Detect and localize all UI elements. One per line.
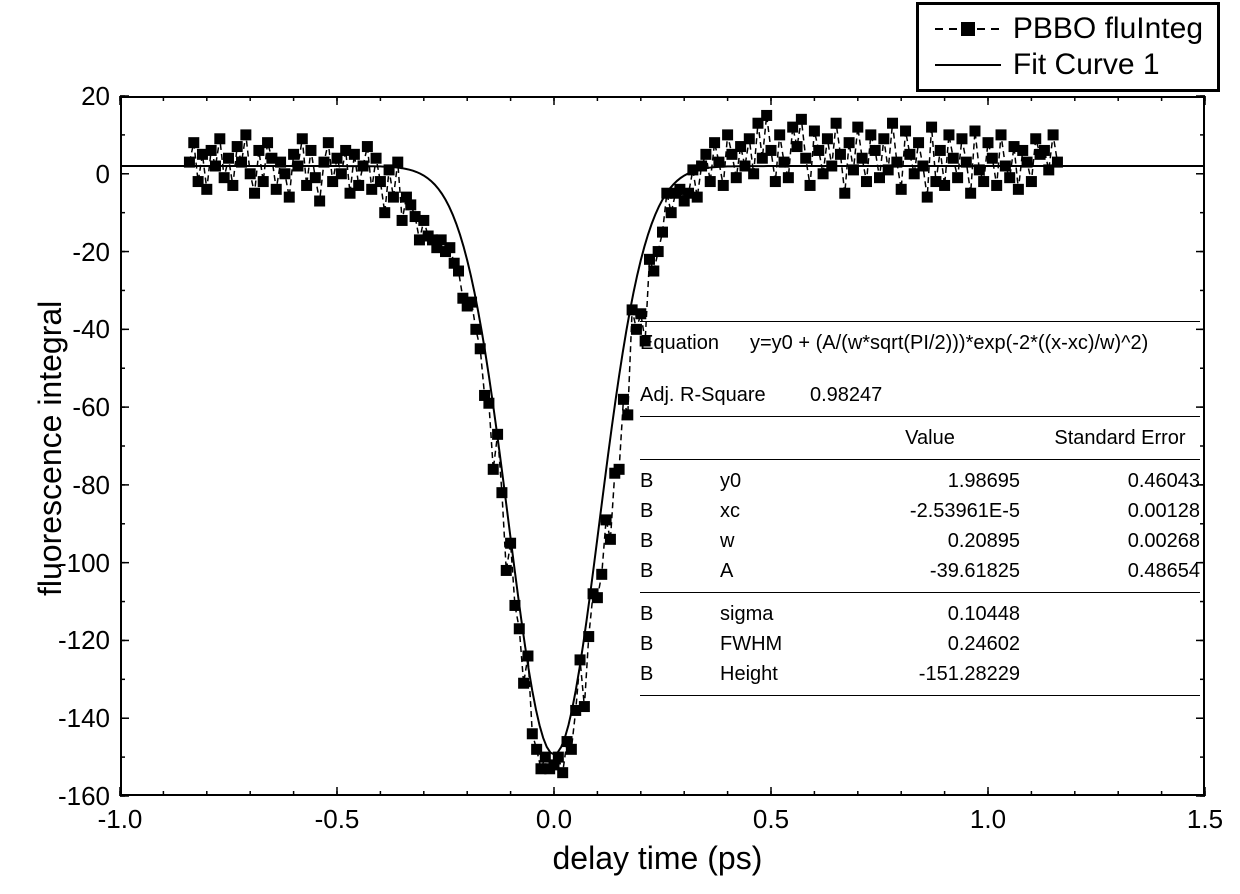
fit-equation: y=y0 + (A/(w*sqrt(PI/2)))*exp(-2*((x-xc)… — [750, 328, 1200, 358]
fit-cell: B — [640, 556, 700, 586]
fit-param-row: B FWHM 0.24602 — [640, 629, 1200, 659]
fit-header-row: Value Standard Error — [640, 423, 1200, 453]
fit-cell: B — [640, 496, 700, 526]
fit-cell: 0.00128 — [1040, 496, 1200, 526]
fit-cell: w — [720, 526, 820, 556]
figure-canvas: fluorescence integral delay time (ps) PB… — [0, 0, 1240, 894]
y-tick-label: -100 — [40, 548, 110, 579]
legend-item-fit: Fit Curve 1 — [933, 47, 1203, 83]
fit-cell: 0.10448 — [840, 599, 1020, 629]
fit-param-row: Bxc -2.53961E-5 0.00128 — [640, 496, 1200, 526]
fit-r2-row: Adj. R-Square 0.98247 — [640, 380, 1200, 410]
fit-cell — [1040, 659, 1200, 689]
fit-cell: 0.00268 — [1040, 526, 1200, 556]
fit-cell: y0 — [720, 466, 820, 496]
fit-cell: -151.28229 — [840, 659, 1020, 689]
y-tick-label: -140 — [40, 703, 110, 734]
fit-header-stderr: Standard Error — [1040, 423, 1200, 453]
fit-equation-label: Equation — [640, 328, 730, 358]
fit-cell: FWHM — [720, 629, 820, 659]
fit-param-row: Bw 0.20895 0.00268 — [640, 526, 1200, 556]
fit-param-row: Bsigma 0.10448 — [640, 599, 1200, 629]
legend-symbol-scatter — [933, 14, 1003, 44]
legend-label: Fit Curve 1 — [1013, 47, 1160, 83]
fit-cell: 0.48654 — [1040, 556, 1200, 586]
y-tick-label: -120 — [40, 625, 110, 656]
y-tick-label: -40 — [40, 314, 110, 345]
y-tick-label: 20 — [40, 81, 110, 112]
y-tick-label: -60 — [40, 392, 110, 423]
fit-cell: B — [640, 466, 700, 496]
fit-cell: B — [640, 599, 700, 629]
y-tick-label: -160 — [40, 781, 110, 812]
fit-cell — [1040, 629, 1200, 659]
fit-cell: B — [640, 629, 700, 659]
x-tick-label: -0.5 — [297, 804, 377, 835]
fit-cell: 0.46043 — [1040, 466, 1200, 496]
x-tick-label: 0.0 — [514, 804, 594, 835]
fit-cell: -2.53961E-5 — [840, 496, 1020, 526]
fit-r2-value: 0.98247 — [810, 380, 882, 410]
y-tick-label: 0 — [40, 159, 110, 190]
fit-cell: xc — [720, 496, 820, 526]
legend-item-pbbo: PBBO fluInteg — [933, 11, 1203, 47]
y-tick-label: -20 — [40, 237, 110, 268]
fit-cell: sigma — [720, 599, 820, 629]
x-tick-label: 1.0 — [948, 804, 1028, 835]
fit-param-row: BA -39.61825 0.48654 — [640, 556, 1200, 586]
fit-r2-label: Adj. R-Square — [640, 380, 790, 410]
fit-equation-row: Equation y=y0 + (A/(w*sqrt(PI/2)))*exp(-… — [640, 328, 1200, 358]
legend-symbol-line — [933, 50, 1003, 80]
fit-cell: Height — [720, 659, 820, 689]
fit-cell — [1040, 599, 1200, 629]
fit-param-row: B Height -151.28229 — [640, 659, 1200, 689]
y-tick-label: -80 — [40, 470, 110, 501]
x-tick-label: 0.5 — [731, 804, 811, 835]
fit-cell: 0.24602 — [840, 629, 1020, 659]
fit-results-table: Equation y=y0 + (A/(w*sqrt(PI/2)))*exp(-… — [640, 315, 1200, 702]
legend-box: PBBO fluInteg Fit Curve 1 — [916, 2, 1220, 92]
fit-cell: A — [720, 556, 820, 586]
x-tick-label: 1.5 — [1165, 804, 1240, 835]
fit-cell: B — [640, 526, 700, 556]
fit-cell: 1.98695 — [840, 466, 1020, 496]
fit-cell: 0.20895 — [840, 526, 1020, 556]
fit-cell: -39.61825 — [840, 556, 1020, 586]
fit-header-value: Value — [840, 423, 1020, 453]
legend-label: PBBO fluInteg — [1013, 11, 1203, 47]
fit-cell: B — [640, 659, 700, 689]
x-axis-title: delay time (ps) — [553, 840, 763, 877]
fit-param-row: By0 1.98695 0.46043 — [640, 466, 1200, 496]
